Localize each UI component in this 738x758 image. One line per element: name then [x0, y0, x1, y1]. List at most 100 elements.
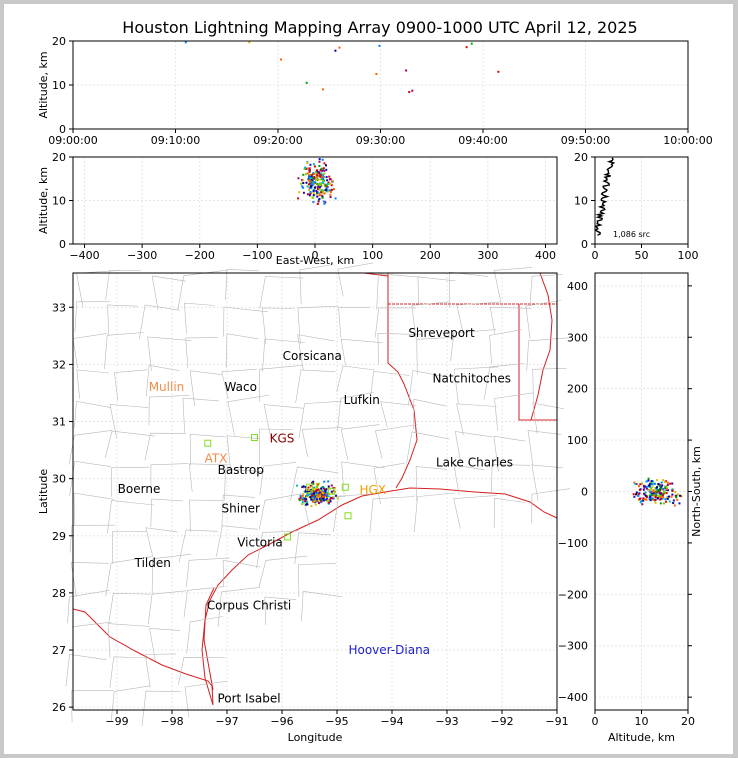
plan-view-point	[316, 484, 319, 487]
county-line	[415, 466, 448, 502]
north-south-point	[672, 501, 675, 504]
plan-view-point	[316, 491, 319, 494]
north-south-point	[669, 482, 672, 485]
mississippi-river	[530, 272, 553, 421]
county-line	[223, 306, 268, 337]
county-line	[531, 488, 571, 524]
county-line	[408, 370, 449, 406]
east-west-point	[308, 175, 311, 178]
east-west-point	[309, 190, 312, 193]
plan-view-point	[304, 490, 307, 493]
county-line	[72, 621, 112, 657]
north-south-point	[656, 479, 659, 482]
plan-view-point	[312, 482, 315, 485]
plan-view-point	[325, 497, 328, 500]
city-label: Mullin	[149, 380, 185, 394]
north-south-point	[671, 489, 674, 492]
plan-view-point	[322, 499, 325, 502]
east-west-point	[329, 190, 332, 193]
plan-view-point	[310, 498, 313, 501]
north-south-xlabel: Altitude, km	[608, 731, 675, 744]
east-west-point	[320, 167, 323, 170]
county-line	[416, 336, 458, 375]
north-south-point	[663, 481, 666, 484]
east-west-point	[330, 184, 333, 187]
plan-view-point	[319, 489, 322, 492]
plan-view-point	[312, 498, 315, 501]
north-south-point	[653, 493, 656, 496]
county-line	[299, 264, 334, 305]
city-label: Boerne	[118, 482, 161, 496]
county-line	[146, 364, 180, 397]
plan-view-xtick-label-2: −97	[215, 715, 238, 728]
plan-view-point	[301, 503, 304, 506]
plan-view-xtick-label-8: −91	[545, 715, 568, 728]
east-west-point	[304, 167, 307, 170]
histogram-ytick-label-2: 20	[574, 151, 588, 164]
plan-view-point	[324, 488, 327, 491]
plan-view-point	[315, 490, 318, 493]
plan-view-point	[327, 485, 330, 488]
east-west-point	[307, 183, 310, 186]
plan-view-ytick-label-6: 32	[52, 358, 66, 371]
county-line	[150, 463, 189, 495]
county-line	[483, 363, 525, 400]
plan-view-point	[313, 490, 316, 493]
county-line	[144, 432, 186, 461]
plan-view-point	[304, 500, 307, 503]
north-south-point	[651, 493, 654, 496]
county-line	[258, 555, 308, 588]
city-label: HGX	[359, 483, 386, 497]
county-line	[189, 370, 222, 407]
north-south-point	[649, 493, 652, 496]
east-west-point	[320, 174, 323, 177]
county-line	[141, 690, 181, 727]
plan-view-point	[312, 497, 315, 500]
north-south-point	[649, 490, 652, 493]
east-west-point	[317, 200, 320, 203]
east-west-point	[302, 173, 305, 176]
east-west-point	[318, 197, 321, 200]
county-line	[105, 270, 141, 301]
east-west-point	[313, 172, 316, 175]
plan-view-point	[327, 495, 330, 498]
county-line	[145, 527, 179, 557]
county-line	[70, 690, 114, 723]
north-south-point	[655, 488, 658, 491]
county-line	[529, 274, 564, 306]
north-south-point	[639, 483, 642, 486]
north-south-point	[657, 483, 660, 486]
east-west-point	[318, 160, 321, 163]
east-west-point	[313, 165, 316, 168]
east-west-point	[326, 183, 329, 186]
north-south-point	[658, 491, 661, 494]
plan-view-point	[330, 490, 333, 493]
east-west-point	[331, 180, 334, 183]
north-south-point	[645, 487, 648, 490]
station-marker	[204, 439, 212, 447]
north-south-point	[651, 490, 654, 493]
county-line	[70, 562, 109, 598]
east-west-point	[316, 174, 319, 177]
north-south-point	[650, 491, 653, 494]
north-south-point	[651, 486, 654, 489]
plan-view-point	[329, 500, 332, 503]
east-west-point	[316, 191, 319, 194]
plan-view-point	[316, 489, 319, 492]
alt-time-point	[405, 69, 408, 72]
county-line	[456, 403, 497, 435]
north-south-point	[650, 497, 653, 500]
county-line	[221, 494, 255, 529]
north-south-ytick-label-2: −200	[558, 588, 588, 601]
city-label: Waco	[225, 380, 257, 394]
north-south-point	[649, 486, 652, 489]
east-west-point	[311, 181, 314, 184]
county-line	[104, 332, 144, 370]
east-west-ytick-label-1: 10	[52, 195, 66, 208]
east-west-point	[327, 181, 330, 184]
plan-view-point	[303, 497, 306, 500]
county-line	[493, 497, 525, 528]
north-south-point	[666, 481, 669, 484]
north-south-point	[659, 497, 662, 500]
county-line	[374, 307, 416, 338]
